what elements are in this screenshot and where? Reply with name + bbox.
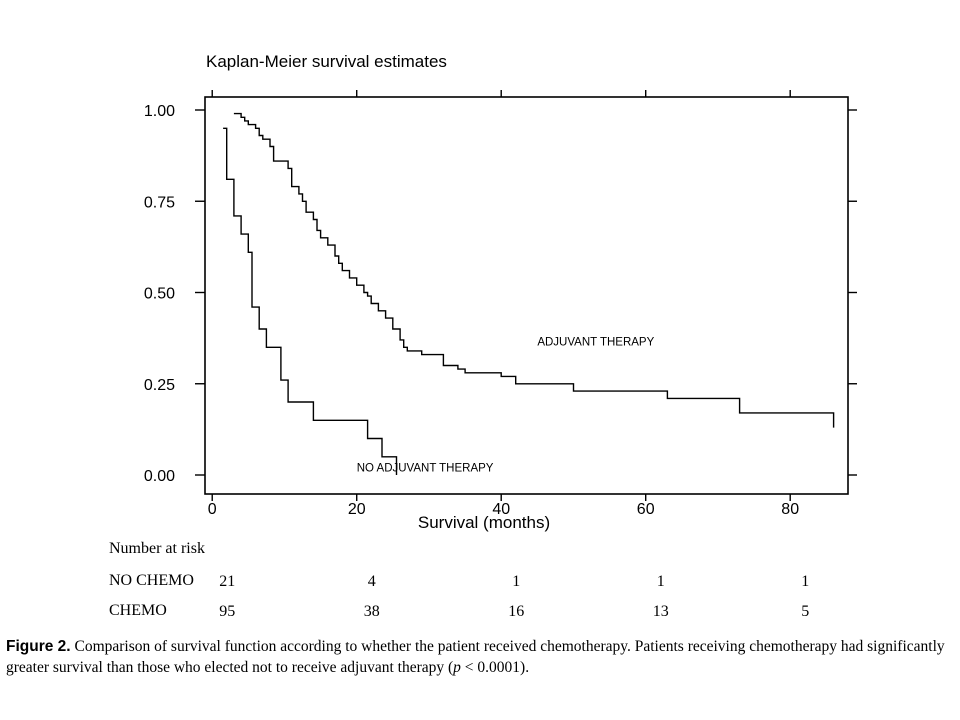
series-annotation-no-adjuvant-therapy: NO ADJUVANT THERAPY <box>357 462 494 474</box>
y-tick-label: 0.50 <box>144 286 175 303</box>
figure-caption: Figure 2. Comparison of survival functio… <box>6 636 956 678</box>
y-axis: 0.00 0.25 0.50 0.75 1.00 <box>144 103 857 485</box>
x-tick-label: 20 <box>348 501 366 518</box>
risk-cell: 95 <box>219 603 236 620</box>
risk-table-header: Number at risk <box>109 540 205 557</box>
y-tick-label: 0.00 <box>144 468 175 485</box>
risk-cell: 4 <box>367 573 376 590</box>
y-tick-label: 1.00 <box>144 103 175 120</box>
x-axis-label: Survival (months) <box>418 513 550 532</box>
chart-title: Kaplan-Meier survival estimates <box>206 52 447 71</box>
risk-cell: 13 <box>652 603 669 620</box>
risk-cell: 1 <box>512 573 521 590</box>
risk-cell: 16 <box>508 603 525 620</box>
series-line-adjuvant-therapy <box>233 112 835 428</box>
risk-cell: 5 <box>801 603 810 620</box>
plot-frame <box>204 96 849 495</box>
kaplan-meier-chart: Kaplan-Meier survival estimates 0.00 0.25… <box>144 52 857 532</box>
caption-p-symbol: p <box>453 659 461 676</box>
x-tick-label: 60 <box>637 501 655 518</box>
series-layer <box>223 112 835 475</box>
risk-row-label: NO CHEMO <box>109 572 194 589</box>
x-tick-label: 80 <box>781 501 799 518</box>
risk-cell: 1 <box>801 573 810 590</box>
x-tick-label: 40 <box>492 501 510 518</box>
caption-label: Figure 2. <box>6 638 71 655</box>
annotation-layer: ADJUVANT THERAPY NO ADJUVANT THERAPY <box>357 336 655 474</box>
risk-cell: 38 <box>363 603 380 620</box>
series-line-no-adjuvant-therapy <box>223 127 398 475</box>
caption-text: Comparison of survival function accordin… <box>6 638 945 676</box>
risk-cell: 21 <box>219 573 236 590</box>
caption-text-end: < 0.0001). <box>460 659 530 676</box>
risk-cell: 1 <box>656 573 665 590</box>
x-tick-label: 0 <box>208 501 217 518</box>
risk-row-label: CHEMO <box>109 602 167 619</box>
y-tick-label: 0.75 <box>144 194 175 211</box>
y-tick-label: 0.25 <box>144 377 175 394</box>
x-axis: 0 20 40 60 80 <box>208 90 799 518</box>
series-annotation-adjuvant-therapy: ADJUVANT THERAPY <box>537 336 654 348</box>
